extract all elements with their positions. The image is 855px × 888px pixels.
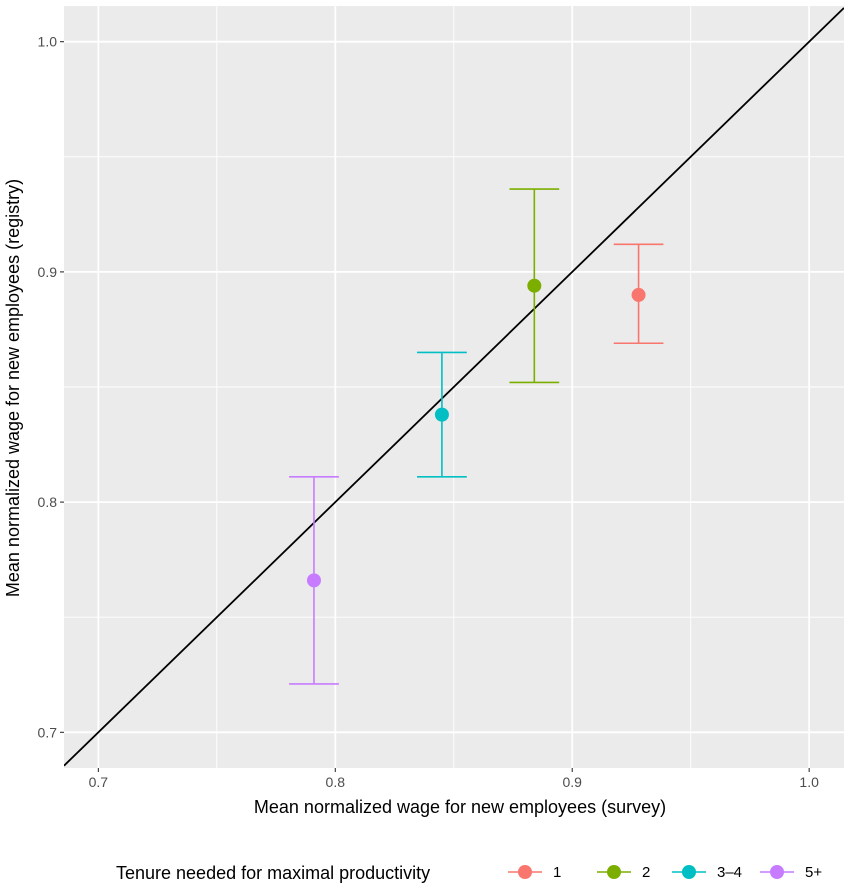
- plot-contents: [64, 7, 844, 767]
- y-tick-label: 0.7: [38, 724, 58, 740]
- series-5+: [289, 475, 339, 685]
- x-tick-label: 0.9: [562, 774, 582, 790]
- legend-label: 5+: [805, 864, 822, 881]
- major-gridlines: [64, 6, 844, 768]
- legend-item-2: 2: [597, 864, 650, 881]
- legend-item-3–4: 3–4: [672, 864, 742, 881]
- legend-label: 3–4: [717, 864, 742, 881]
- x-axis-title: Mean normalized wage for new employees (…: [254, 797, 666, 817]
- series-1: [613, 243, 664, 345]
- data-point: [631, 287, 646, 302]
- legend-key-point: [607, 865, 621, 879]
- y-tick-label: 0.9: [38, 264, 58, 280]
- x-tick-label: 0.7: [89, 774, 109, 790]
- legend-title: Tenure needed for maximal productivity: [116, 863, 430, 883]
- data-point: [527, 278, 542, 293]
- series-2: [509, 188, 560, 384]
- x-axis-ticks: 0.7 0.8 0.9 1.0: [89, 768, 819, 790]
- legend-key-point: [518, 865, 532, 879]
- legend: Tenure needed for maximal productivity 1…: [116, 863, 822, 883]
- data-point: [434, 407, 449, 422]
- legend-key-point: [770, 865, 784, 879]
- legend-label: 2: [642, 864, 650, 881]
- legend-label: 1: [553, 864, 561, 881]
- y-axis-ticks: 0.7 0.8 0.9 1.0: [38, 34, 64, 740]
- y-tick-label: 1.0: [38, 34, 58, 50]
- series-3–4: [417, 351, 467, 478]
- identity-line: [64, 7, 844, 767]
- y-tick-label: 0.8: [38, 494, 58, 510]
- legend-key-point: [682, 865, 696, 879]
- legend-item-1: 1: [508, 864, 561, 881]
- legend-item-5+: 5+: [760, 864, 822, 881]
- y-axis-title: Mean normalized wage for new employees (…: [3, 179, 23, 597]
- x-tick-label: 1.0: [799, 774, 819, 790]
- data-point: [306, 573, 321, 588]
- x-tick-label: 0.8: [326, 774, 346, 790]
